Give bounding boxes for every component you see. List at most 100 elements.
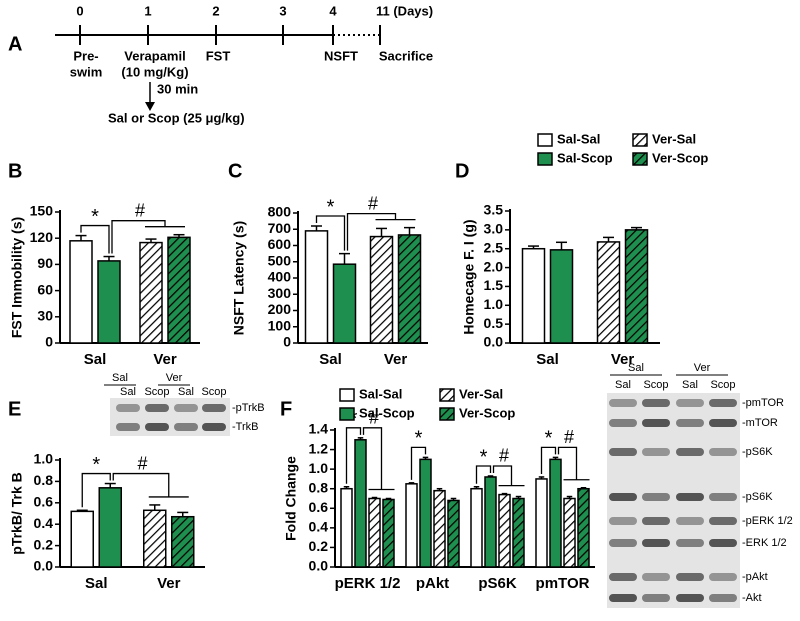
y-tick-label: 90 [37,255,53,271]
panel-letter: A [8,33,22,55]
legend-swatch [537,152,553,166]
significance-mark: * [480,446,488,468]
blot-band [609,493,637,501]
event-label: (10 mg/Kg) [121,64,188,79]
legend-label: Ver-Scop [459,405,515,420]
y-axis-title: Fold Change [283,456,299,541]
y-tick-label: 0.6 [34,494,54,510]
y-tick-label: 60 [37,281,53,297]
timeline-label: 3 [279,3,286,18]
y-tick-label: 1.0 [309,460,329,476]
blot-row-label: -pS6K [742,491,773,503]
blot-band [145,423,169,431]
significance-mark: # [137,453,147,473]
legend-swatch [339,407,355,421]
blot-group: Sal [628,362,644,374]
blot-band [676,573,704,581]
blot-group: Sal [112,372,128,384]
y-tick-label: 0.8 [309,479,329,495]
significance-mark: # [135,200,145,220]
blot-band [116,423,140,431]
bar [368,497,381,568]
x-tick-label: pAkt [416,575,449,592]
timeline-label: 11 (Days) [376,3,433,18]
bar [139,241,163,344]
timeline: 0 1 2 3 4 11 (Days) Pre- swim Verapamil … [55,3,433,125]
blot-band [609,448,637,456]
y-tick-label: 200 [268,301,292,317]
blot-group: Ver [694,362,711,374]
legend-swatch [537,133,553,147]
significance-bracket [80,224,110,254]
blot-band [145,404,169,412]
bar [549,458,562,568]
y-tick-label: 1.2 [309,440,329,456]
legend-label: Sal-Sal [557,131,600,146]
event-label: Sacrifice [379,48,433,63]
y-tick-label: 0.2 [309,538,329,554]
legend-label: Ver-Sal [652,131,696,146]
legend-swatch [339,388,355,402]
blot-lane: Sal [682,379,698,391]
bar [535,478,548,568]
y-axis-title: NSFT Latency (s) [231,221,247,335]
y-tick-label: 0.6 [309,499,329,515]
x-tick-label: Ver [157,575,181,592]
bar [369,235,394,344]
y-axis-title: Homecage F. I (g) [461,219,477,334]
bar [382,498,395,568]
significance-mark: # [499,446,509,466]
blot-band [642,493,670,501]
y-tick-label: 100 [268,317,292,333]
blot-band [174,404,198,412]
y-tick-label: 400 [268,269,292,285]
y-tick-label: 0.0 [309,558,329,574]
timeline-label: 0 [76,3,83,18]
x-tick-label: Sal [85,575,108,592]
blot-band [609,594,637,602]
y-tick-label: 0.5 [484,315,504,331]
legend-swatch [632,152,648,166]
blot-band [642,539,670,547]
blot-band [116,404,140,412]
arrow-label: 30 min [157,81,198,96]
blot-band [709,539,737,547]
y-tick-label: 0.0 [34,558,54,574]
blot-band [642,573,670,581]
significance-bracket [315,215,346,251]
significance-mark: # [368,193,378,213]
event-label: swim [70,64,103,79]
bar [354,439,367,568]
significance-bracket [540,446,557,474]
y-tick-label: 0 [45,334,53,350]
bar [577,487,590,568]
y-tick-label: 120 [30,229,54,245]
bar [143,509,167,568]
y-tick-label: 2.5 [484,239,504,255]
blot-band [676,539,704,547]
x-tick-label: pERK 1/2 [335,575,401,592]
significance-mark: * [415,428,423,450]
blot-lane: Scop [710,379,735,391]
significance-bracket [475,465,492,484]
bar [563,497,576,568]
bar [596,241,621,344]
legend-label: Sal-Scop [557,150,613,165]
significance-mark: * [91,206,99,228]
bar [405,483,418,568]
blot-band [676,493,704,501]
bar [419,458,432,568]
blot-row-label: -pAkt [742,571,768,583]
significance-mark: # [369,408,379,428]
blot-lane: Sal [615,379,631,391]
y-tick-label: 0.0 [484,334,504,350]
panel-letter: F [280,398,292,420]
blot-band [642,517,670,525]
panel-letter: E [8,398,21,420]
blot-band [676,517,704,525]
blot-band [709,419,737,427]
blot-band [709,448,737,456]
blot-band [609,399,637,407]
blot-band [676,419,704,427]
blot-lane: Sal [120,386,136,398]
